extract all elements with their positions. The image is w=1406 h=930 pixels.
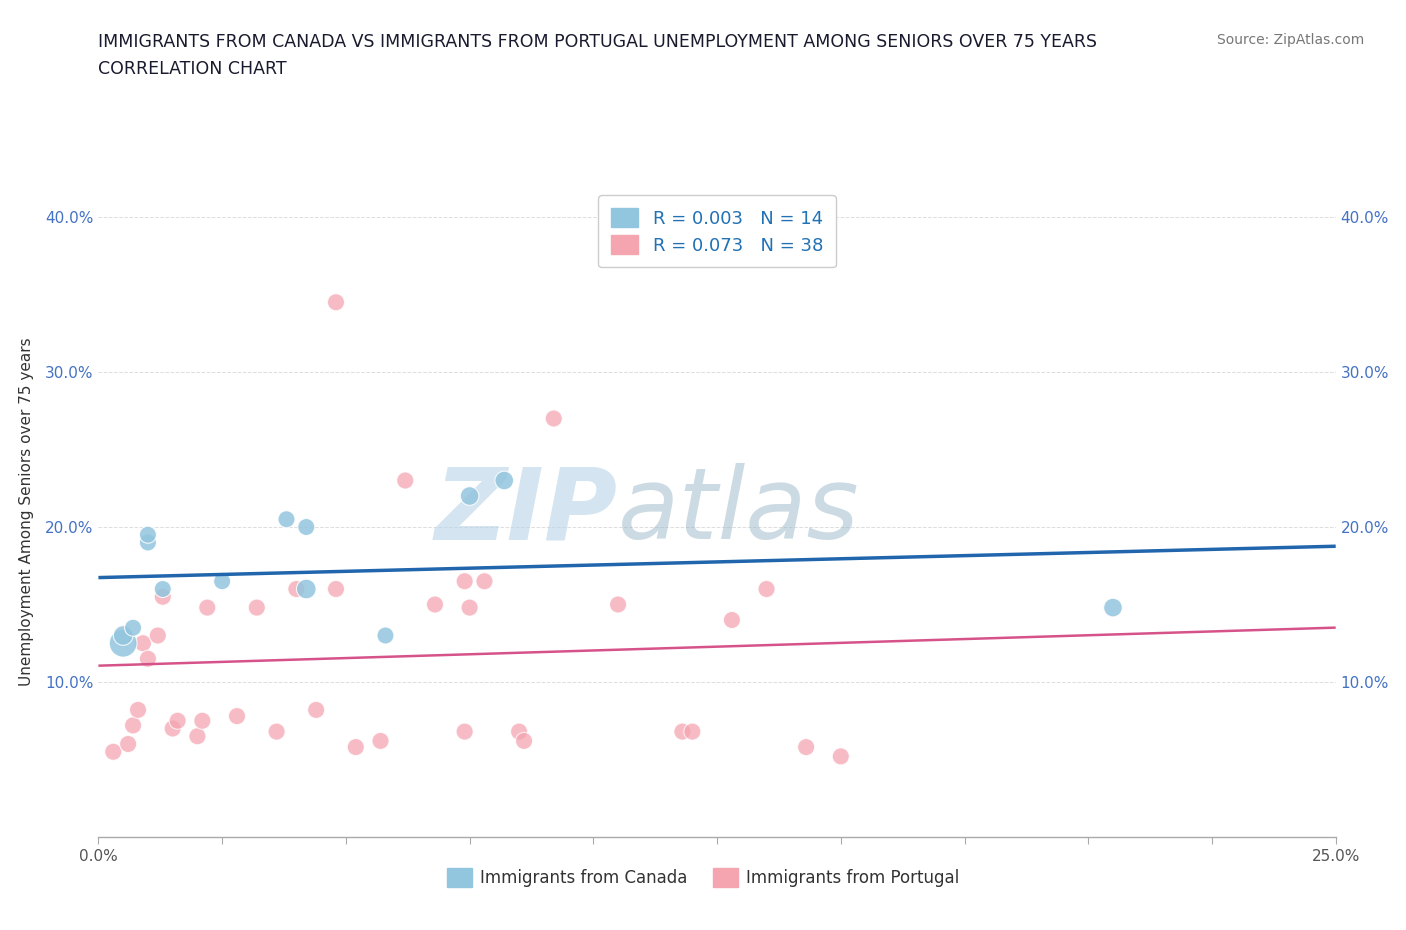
Point [103, 744, 125, 759]
Point [295, 520, 318, 535]
Point [285, 581, 308, 596]
Point [276, 512, 298, 526]
Text: IMMIGRANTS FROM CANADA VS IMMIGRANTS FROM PORTUGAL UNEMPLOYMENT AMONG SENIORS OV: IMMIGRANTS FROM CANADA VS IMMIGRANTS FRO… [98, 33, 1098, 50]
Point [374, 628, 396, 643]
Point [226, 709, 249, 724]
Point [136, 535, 159, 550]
Point [1102, 600, 1125, 615]
Point [721, 613, 744, 628]
Point [513, 734, 536, 749]
Text: CORRELATION CHART: CORRELATION CHART [98, 60, 287, 78]
Point [136, 651, 159, 666]
Point [152, 590, 174, 604]
Point [186, 729, 208, 744]
Point [794, 739, 817, 754]
Point [132, 636, 155, 651]
Point [453, 574, 475, 589]
Point [325, 295, 347, 310]
Text: Source: ZipAtlas.com: Source: ZipAtlas.com [1216, 33, 1364, 46]
Point [494, 473, 516, 488]
Point [162, 721, 184, 736]
Legend: R = 0.003   N = 14, R = 0.073   N = 38: R = 0.003 N = 14, R = 0.073 N = 38 [599, 195, 835, 267]
Point [112, 628, 135, 643]
Point [195, 600, 218, 615]
Point [266, 724, 288, 739]
Point [543, 411, 565, 426]
Point [607, 597, 630, 612]
Point [211, 574, 233, 589]
Point [830, 749, 852, 764]
Point [152, 581, 174, 596]
Point [370, 734, 392, 749]
Point [191, 713, 214, 728]
Point [671, 724, 693, 739]
Point [453, 724, 475, 739]
Point [305, 702, 328, 717]
Point [755, 581, 778, 596]
Text: ZIP: ZIP [434, 463, 619, 560]
Point [122, 620, 145, 635]
Point [325, 581, 347, 596]
Point [146, 628, 169, 643]
Point [295, 581, 318, 596]
Point [344, 739, 367, 754]
Point [458, 600, 481, 615]
Point [136, 527, 159, 542]
Point [394, 473, 416, 488]
Point [112, 636, 135, 651]
Point [423, 597, 446, 612]
Point [122, 718, 145, 733]
Point [681, 724, 703, 739]
Point [166, 713, 188, 728]
Y-axis label: Unemployment Among Seniors over 75 years: Unemployment Among Seniors over 75 years [18, 338, 34, 685]
Point [474, 574, 496, 589]
Point [117, 737, 139, 751]
Point [508, 724, 530, 739]
Point [127, 702, 149, 717]
Point [458, 488, 481, 503]
Text: atlas: atlas [619, 463, 859, 560]
Legend: Immigrants from Canada, Immigrants from Portugal: Immigrants from Canada, Immigrants from … [440, 862, 966, 894]
Point [246, 600, 269, 615]
